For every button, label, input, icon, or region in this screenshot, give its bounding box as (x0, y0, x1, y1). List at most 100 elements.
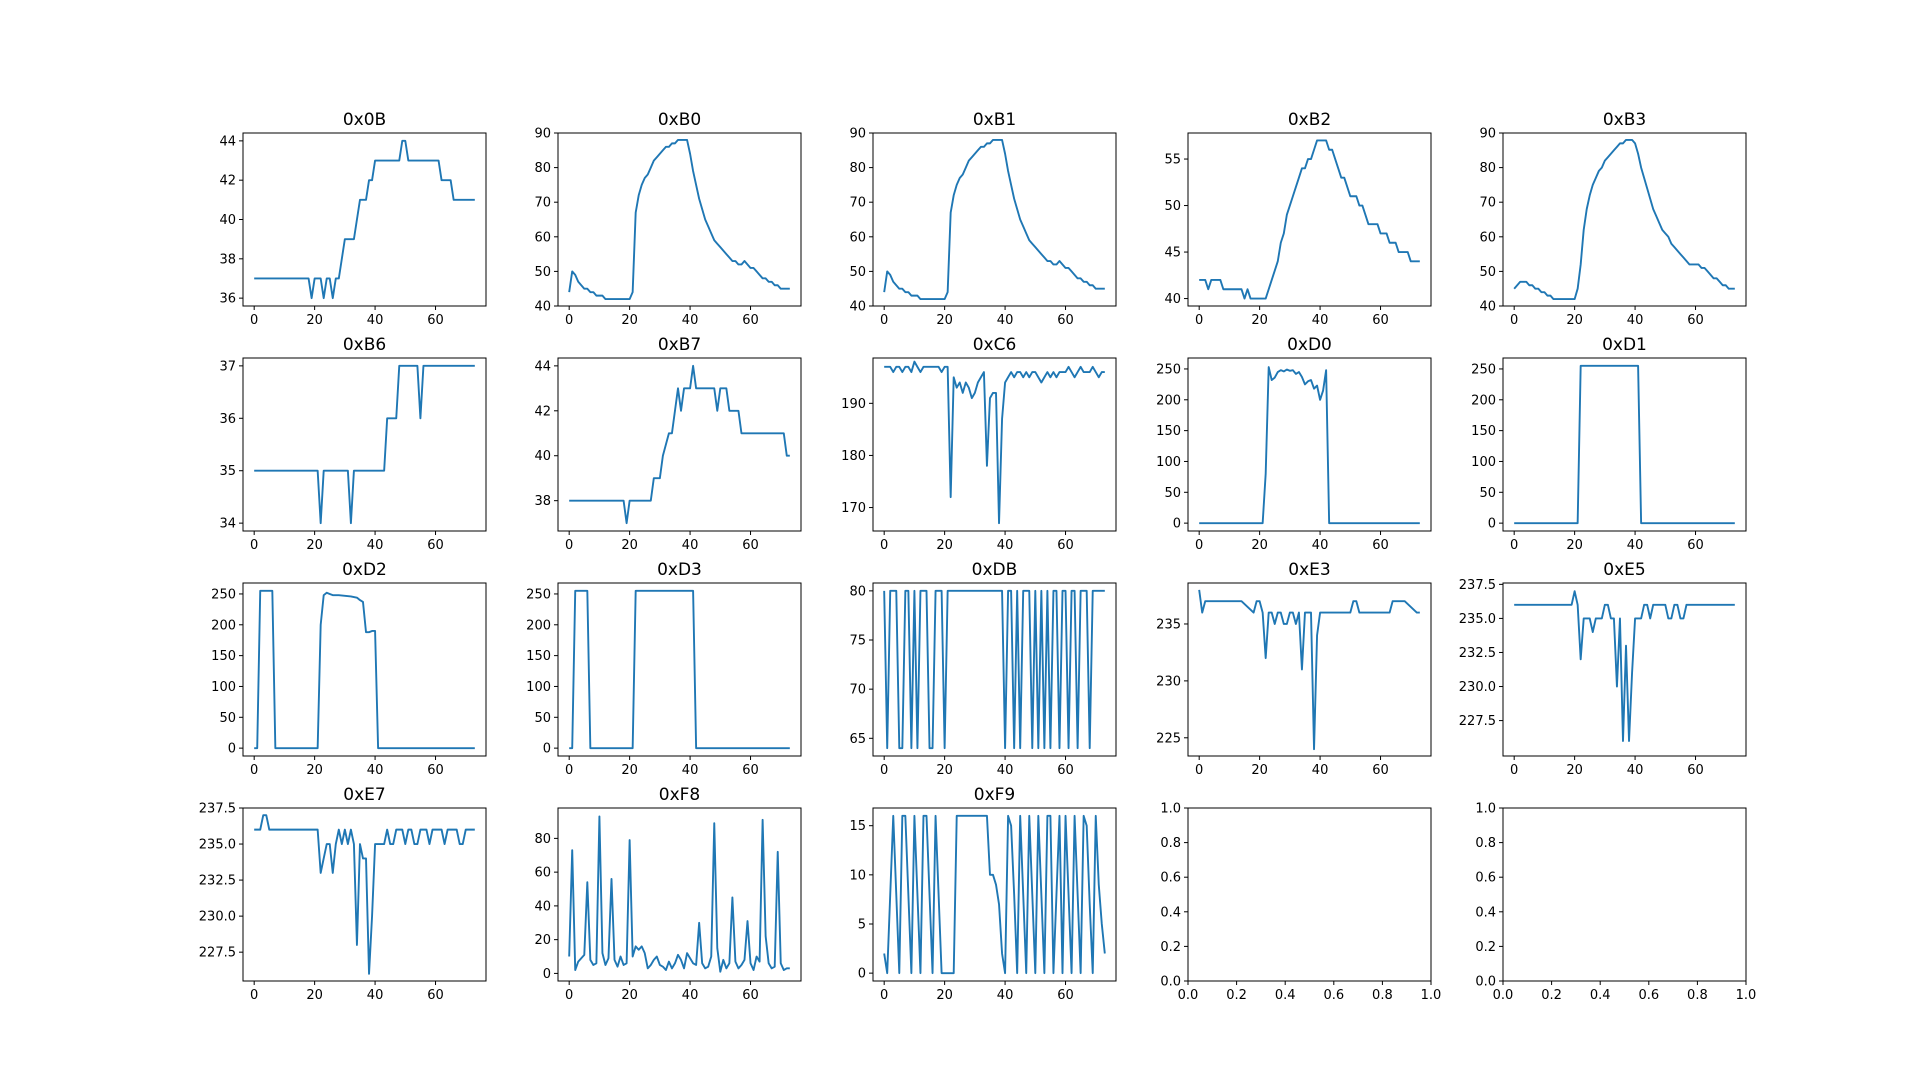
y-tick-label: 80 (534, 161, 551, 176)
series-line (568, 138, 790, 301)
y-tick-label: 40 (1164, 292, 1181, 307)
y-tick-label: 180 (841, 449, 866, 464)
axes-frame (242, 132, 487, 307)
x-tick-label: 40 (1627, 313, 1644, 328)
subplot-title: 0xE7 (343, 785, 385, 805)
x-tick-label: 20 (1251, 538, 1268, 553)
subplot-0xb0: 0xB0 40 50 60 70 80 90 0 20 40 60 (534, 110, 802, 328)
y-tick-label: 227.5 (199, 946, 236, 961)
subplot-title: 0xDB (972, 560, 1018, 580)
y-tick-label: 100 (1156, 455, 1181, 470)
subplot-title: 0xE5 (1603, 560, 1645, 580)
x-tick-label: 20 (936, 313, 953, 328)
x-tick-label: 0.0 (1493, 988, 1514, 1003)
x-tick-label: 60 (742, 313, 759, 328)
x-tick-label: 40 (682, 313, 699, 328)
y-tick-label: 232.5 (1459, 646, 1496, 661)
y-tick-label: 50 (534, 711, 551, 726)
y-tick-label: 70 (849, 683, 866, 698)
y-tick-label: 37 (219, 359, 236, 374)
x-tick-label: 40 (1312, 313, 1329, 328)
y-tick-label: 0 (228, 742, 236, 757)
x-tick-label: 40 (997, 763, 1014, 778)
y-tick-label: 90 (849, 127, 866, 142)
x-tick-label: 60 (1057, 313, 1074, 328)
series-line (254, 364, 475, 525)
axes-frame (557, 357, 802, 532)
axes-frame (1187, 132, 1432, 307)
series-line (569, 364, 790, 525)
y-tick-label: 50 (1479, 265, 1496, 280)
subplot-title: 0xF9 (974, 785, 1015, 805)
y-tick-label: 250 (211, 587, 236, 602)
x-tick-label: 20 (621, 313, 638, 328)
x-tick-label: 0.2 (1226, 988, 1247, 1003)
x-tick-label: 60 (1372, 313, 1389, 328)
x-tick-label: 0.6 (1638, 988, 1659, 1003)
x-tick-label: 0 (565, 538, 573, 553)
y-tick-label: 5 (858, 917, 866, 932)
x-tick-label: 0 (1195, 538, 1203, 553)
x-tick-label: 60 (427, 988, 444, 1003)
subplot-title: 0xB1 (973, 110, 1016, 130)
axes-frame (1502, 357, 1747, 532)
axes-frame (557, 132, 802, 307)
x-tick-label: 0.8 (1687, 988, 1708, 1003)
subplot-0xe3: 0xE3 225 230 235 0 20 40 60 (1156, 560, 1432, 778)
y-tick-label: 1.0 (1475, 802, 1496, 817)
x-tick-label: 60 (1687, 538, 1704, 553)
x-tick-label: 0 (880, 988, 888, 1003)
x-tick-label: 40 (1312, 763, 1329, 778)
x-tick-label: 20 (621, 763, 638, 778)
x-tick-label: 0 (1510, 763, 1518, 778)
y-tick-label: 70 (534, 196, 551, 211)
y-tick-label: 40 (1479, 300, 1496, 315)
axes-frame (1187, 582, 1432, 757)
x-tick-label: 20 (936, 988, 953, 1003)
x-tick-label: 60 (1057, 763, 1074, 778)
y-tick-label: 10 (849, 868, 866, 883)
y-tick-label: 170 (841, 501, 866, 516)
subplot-title: 0xF8 (659, 785, 700, 805)
y-tick-label: 90 (534, 127, 551, 142)
axes-frame (872, 357, 1117, 532)
subplot-0xb2: 0xB2 40 45 50 55 0 20 40 60 (1164, 110, 1432, 328)
y-tick-label: 80 (849, 584, 866, 599)
axes-frame (1187, 357, 1432, 532)
series-line (254, 139, 475, 300)
x-tick-label: 20 (936, 763, 953, 778)
series-line (883, 814, 1106, 975)
y-tick-label: 38 (534, 494, 551, 509)
y-tick-label: 250 (1471, 362, 1496, 377)
subplot-title: 0xD3 (657, 560, 702, 580)
x-tick-label: 40 (682, 538, 699, 553)
x-tick-label: 60 (742, 538, 759, 553)
x-tick-label: 60 (1372, 538, 1389, 553)
y-tick-label: 150 (1156, 424, 1181, 439)
y-tick-label: 50 (1479, 486, 1496, 501)
x-tick-label: 40 (997, 988, 1014, 1003)
x-tick-label: 1.0 (1421, 988, 1442, 1003)
series-line (568, 815, 790, 973)
y-tick-label: 60 (849, 230, 866, 245)
x-tick-label: 40 (1627, 538, 1644, 553)
y-tick-label: 150 (211, 649, 236, 664)
subplot-0xe7: 0xE7 227.5 230.0 232.5 235.0 237.5 0 20 40 60 (199, 785, 487, 1003)
y-tick-label: 40 (219, 213, 236, 228)
y-tick-label: 90 (1479, 127, 1496, 142)
subplot-0xd1: 0xD1 0 50 100 150 200 250 0 20 40 60 (1471, 335, 1747, 553)
subplot-0xf9: 0xF9 0 5 10 15 0 20 40 60 (849, 785, 1117, 1003)
y-tick-label: 60 (1479, 230, 1496, 245)
y-tick-label: 232.5 (199, 874, 236, 889)
x-tick-label: 40 (367, 988, 384, 1003)
x-tick-label: 40 (997, 538, 1014, 553)
y-tick-label: 42 (219, 174, 236, 189)
y-tick-label: 50 (1164, 199, 1181, 214)
y-tick-label: 225 (1156, 731, 1181, 746)
series-line (1199, 366, 1420, 525)
y-tick-label: 250 (1156, 362, 1181, 377)
y-tick-label: 38 (219, 252, 236, 267)
x-tick-label: 40 (367, 763, 384, 778)
series-line (883, 138, 1105, 301)
y-tick-label: 36 (219, 292, 236, 307)
